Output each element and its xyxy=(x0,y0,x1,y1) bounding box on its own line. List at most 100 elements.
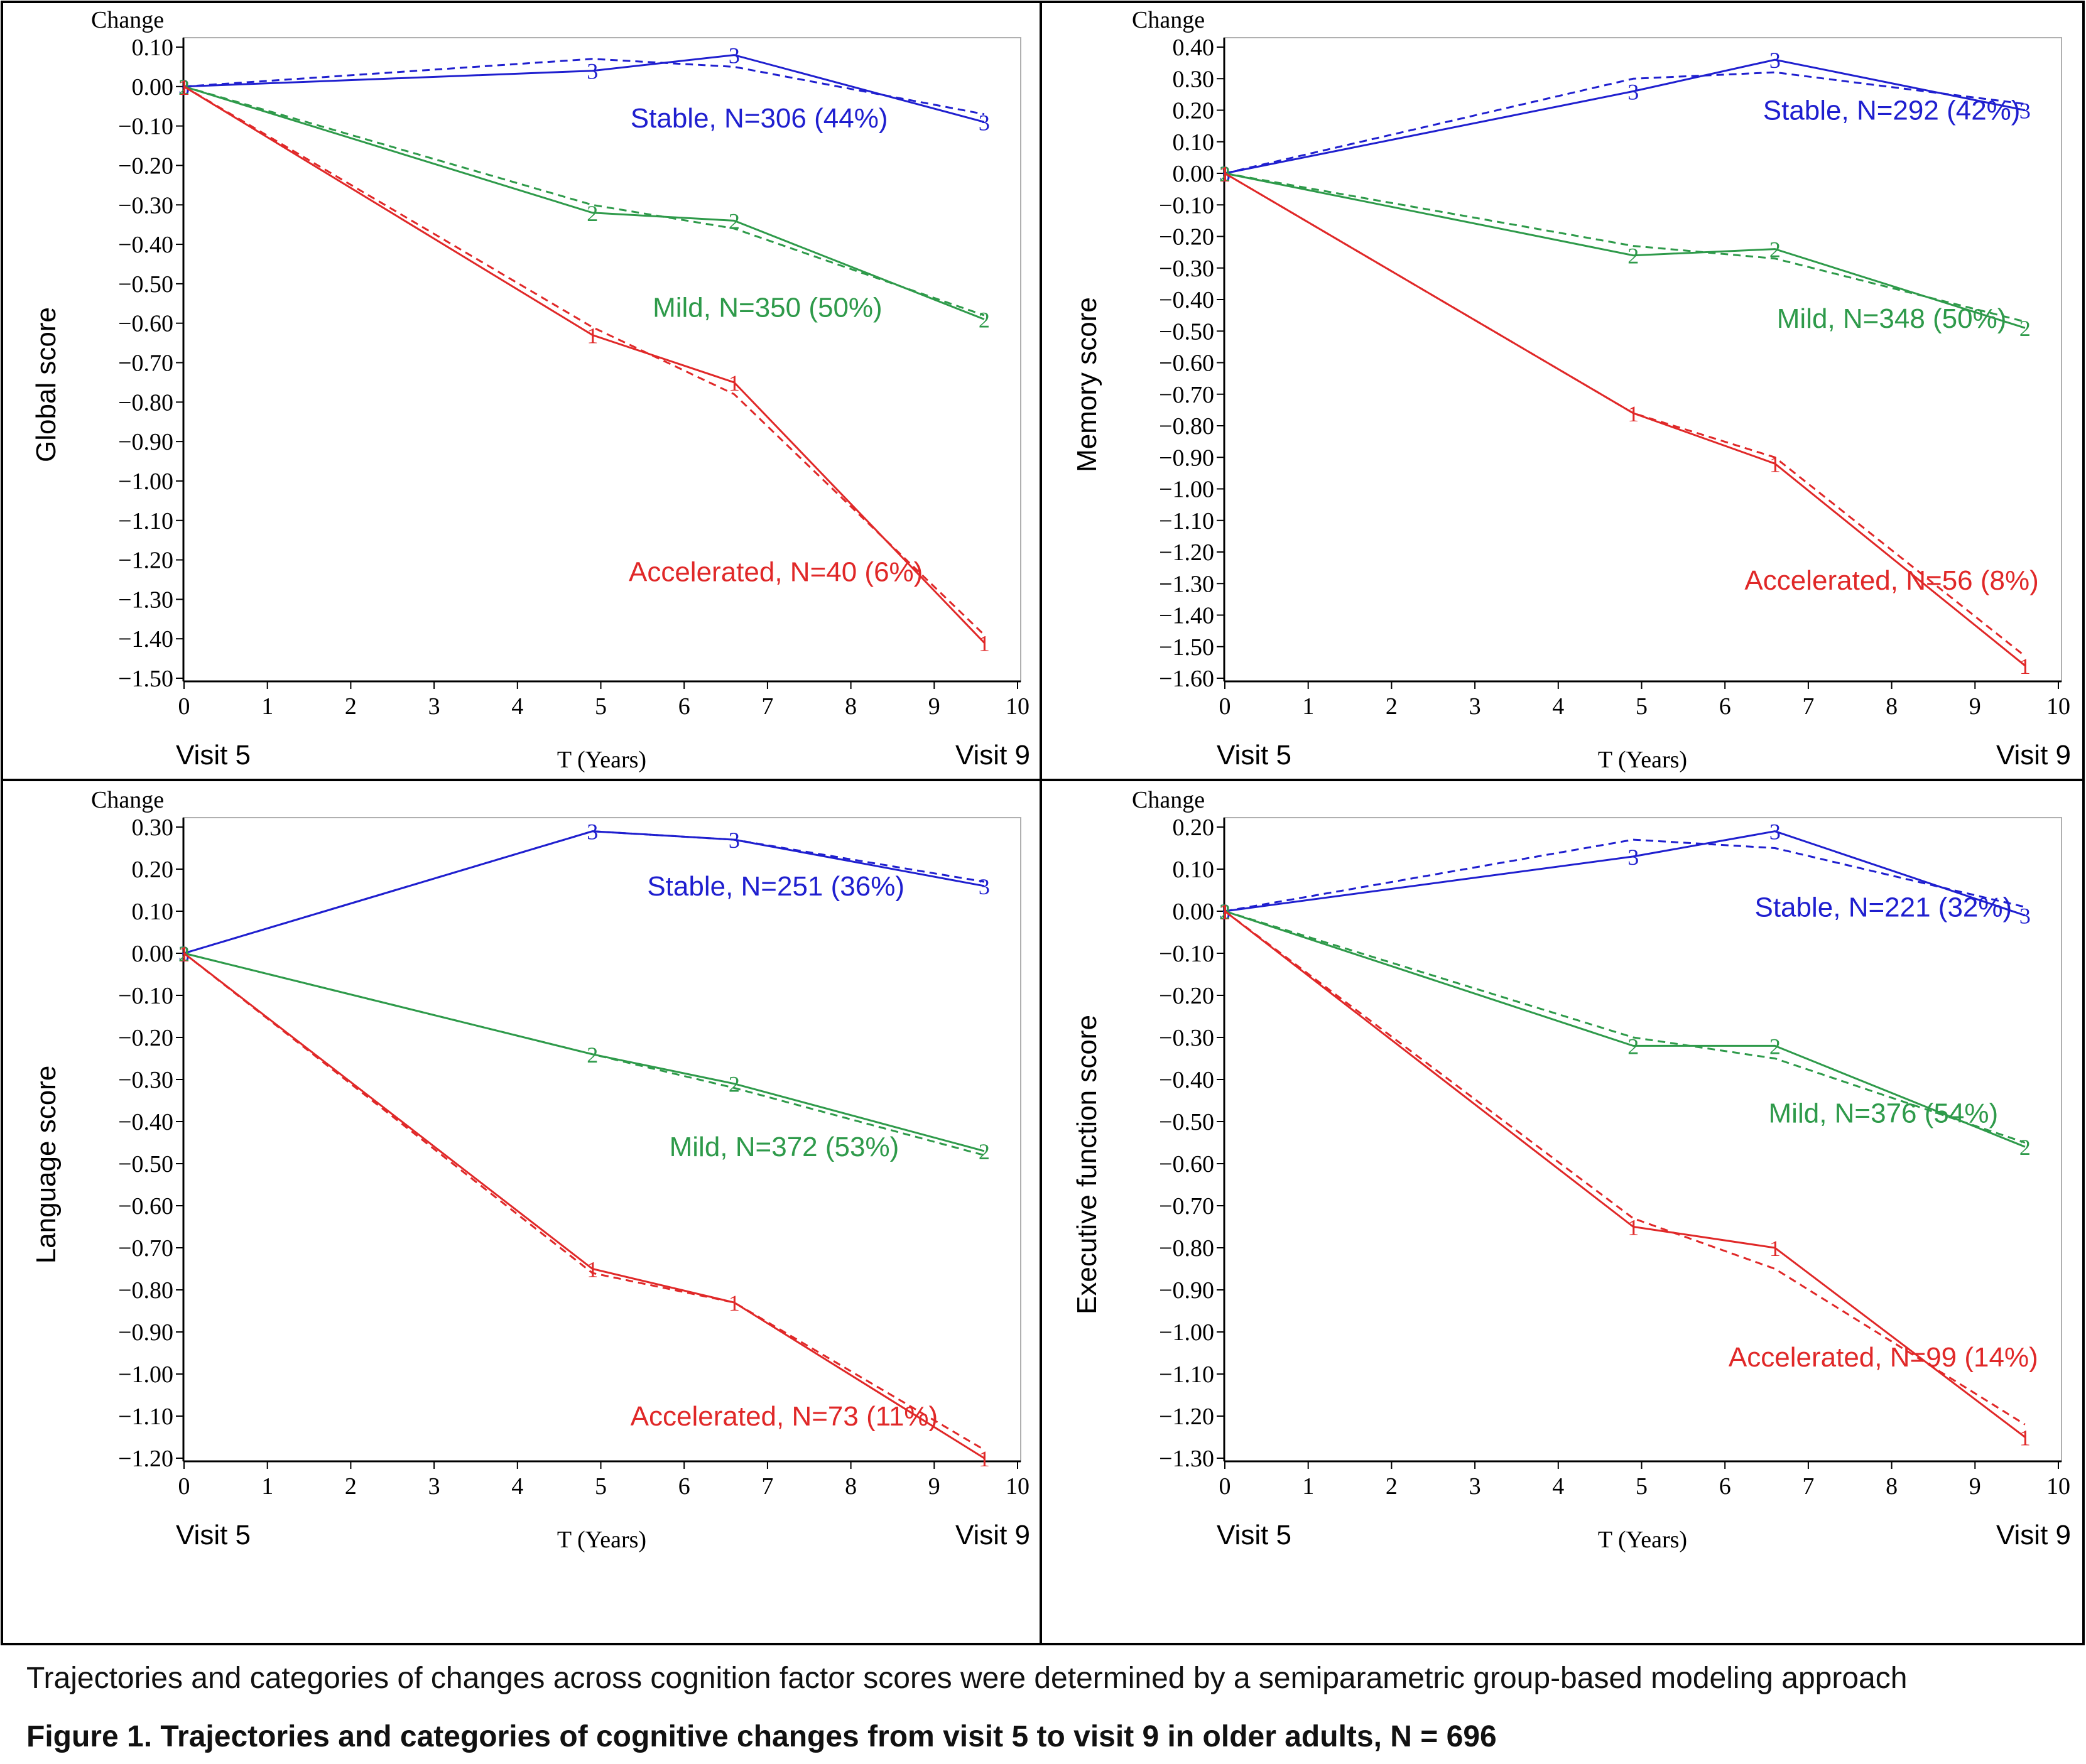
visit-start-label: Visit 5 xyxy=(1217,1520,1291,1550)
y-tick-label: −1.00 xyxy=(118,468,173,495)
series-accelerated: 1 1 1 1 Accelerated, N=40 (6%) xyxy=(178,75,990,656)
x-tick-label: 4 xyxy=(1552,1473,1564,1500)
accelerated-predicted-line xyxy=(1224,910,2026,1426)
x-tick-label: 9 xyxy=(1969,693,1981,720)
x-tick-label: 3 xyxy=(428,693,440,720)
mild-series-label: Mild, N=372 (53%) xyxy=(670,1132,899,1162)
x-tick-label: 3 xyxy=(1469,1473,1481,1500)
x-tick-label: 10 xyxy=(1006,1473,1029,1500)
x-tick-label: 2 xyxy=(345,1473,357,1500)
accelerated-point-marker: 1 xyxy=(2019,654,2031,679)
x-tick-label: 6 xyxy=(1719,1473,1731,1500)
y-tick-label: 0.10 xyxy=(132,899,174,925)
y-tick-label: −1.50 xyxy=(1159,634,1214,661)
mild-point-marker: 2 xyxy=(1627,1034,1639,1059)
x-tick-label: 4 xyxy=(1552,693,1564,720)
y-tick-label: −0.20 xyxy=(118,1025,173,1051)
panel-bottom-left: 0.30 0.20 0.10 0.00 −0.10 −0.20 −0.30 −0.40 −0.5… xyxy=(31,787,1030,1553)
y-tick-label: −1.50 xyxy=(118,666,173,692)
y-tick-label: −0.80 xyxy=(1159,1235,1214,1262)
mild-point-marker: 2 xyxy=(729,208,740,234)
x-tick-label: 6 xyxy=(1719,693,1731,720)
y-tick-label: −1.10 xyxy=(1159,1361,1214,1388)
accelerated-point-marker: 1 xyxy=(729,371,740,396)
y-tick-label: 0.00 xyxy=(1173,161,1215,187)
stable-predicted-line xyxy=(183,830,985,955)
y-tick-label: −1.60 xyxy=(1159,666,1214,692)
y-tick-label: −0.60 xyxy=(118,1193,173,1220)
y-tick-label: −0.30 xyxy=(118,192,173,219)
y-tick-label: −0.10 xyxy=(1159,941,1214,967)
y-tick-label: −0.40 xyxy=(1159,287,1214,313)
mild-predicted-line xyxy=(183,85,985,317)
stable-predicted-line xyxy=(1224,838,2026,912)
x-tick-label: 0 xyxy=(1219,693,1231,720)
y-axis-label: Executive function score xyxy=(1072,1015,1102,1314)
x-tick-label: 7 xyxy=(761,693,773,720)
x-axis-label: T (Years) xyxy=(557,747,646,773)
mild-point-marker: 2 xyxy=(2019,316,2031,341)
x-tick-label: 9 xyxy=(928,693,940,720)
y-tick-label: −0.30 xyxy=(118,1067,173,1093)
visit-start-label: Visit 5 xyxy=(176,740,251,771)
x-tick-label: 2 xyxy=(1386,693,1398,720)
visit-end-label: Visit 9 xyxy=(955,740,1030,771)
accelerated-point-marker: 1 xyxy=(1769,452,1781,477)
mild-series-label: Mild, N=348 (50%) xyxy=(1777,303,2007,334)
x-tick-label: 8 xyxy=(845,1473,857,1500)
y-tick-label: −1.10 xyxy=(118,1404,173,1430)
accelerated-point-marker: 1 xyxy=(979,630,990,656)
y-tick-label: −0.80 xyxy=(118,1277,173,1304)
x-tick-label: 4 xyxy=(511,693,523,720)
panel-top-left: 0.10 0.00 −0.10 −0.20 −0.30 −0.40 −0.50 −0.60 −0… xyxy=(31,7,1030,773)
x-axis-label: T (Years) xyxy=(557,1527,646,1553)
accelerated-observed-line xyxy=(183,85,985,644)
accelerated-series-label: Accelerated, N=40 (6%) xyxy=(629,556,923,587)
y-tick-label: −0.90 xyxy=(118,429,173,455)
accelerated-point-marker: 1 xyxy=(178,941,190,966)
x-tick-label: 5 xyxy=(595,693,607,720)
stable-point-marker: 3 xyxy=(1769,48,1781,73)
y-tick-label: −0.10 xyxy=(1159,192,1214,219)
stable-point-marker: 3 xyxy=(1769,820,1781,845)
accelerated-series-label: Accelerated, N=99 (14%) xyxy=(1729,1342,2038,1373)
y-tick-label: −1.10 xyxy=(1159,508,1214,534)
mild-predicted-line xyxy=(1224,910,2026,1144)
stable-point-marker: 3 xyxy=(1627,79,1639,104)
figure-canvas: 0.10 0.00 −0.10 −0.20 −0.30 −0.40 −0.50 −0.60 −0… xyxy=(1,1,2085,1645)
y-tick-label: −0.30 xyxy=(1159,256,1214,282)
y-tick-label: −0.90 xyxy=(118,1319,173,1346)
y-tick-label: −0.80 xyxy=(1159,413,1214,440)
stable-predicted-line xyxy=(1224,71,2026,175)
x-tick-label: 3 xyxy=(428,1473,440,1500)
stable-series-label: Stable, N=292 (42%) xyxy=(1763,95,2021,126)
x-tick-label: 1 xyxy=(261,693,273,720)
y-tick-label: −0.80 xyxy=(118,389,173,416)
x-axis-label: T (Years) xyxy=(1598,747,1687,773)
x-tick-label: 1 xyxy=(261,1473,273,1500)
y-tick-label: −0.20 xyxy=(1159,224,1214,251)
stable-point-marker: 3 xyxy=(2019,99,2031,124)
stable-series-label: Stable, N=221 (32%) xyxy=(1754,892,2012,923)
x-tick-label: 5 xyxy=(1636,693,1648,720)
mild-point-marker: 2 xyxy=(587,201,598,226)
y-tick-label: −0.90 xyxy=(1159,1277,1214,1304)
y-tick-label: 0.10 xyxy=(132,35,174,61)
stable-series-label: Stable, N=251 (36%) xyxy=(647,871,904,902)
x-tick-label: 1 xyxy=(1302,693,1314,720)
visit-start-label: Visit 5 xyxy=(176,1520,251,1550)
y-tick-label: −0.50 xyxy=(1159,1109,1214,1135)
y-tick-label: 0.10 xyxy=(1173,857,1215,883)
accelerated-point-marker: 1 xyxy=(1219,161,1230,187)
y-axis-caption: Change xyxy=(91,787,164,813)
mild-series-label: Mild, N=350 (50%) xyxy=(653,293,883,323)
visit-end-label: Visit 9 xyxy=(1996,740,2071,771)
accelerated-predicted-line xyxy=(183,952,985,1451)
accelerated-series-label: Accelerated, N=56 (8%) xyxy=(1744,565,2038,596)
x-tick-label: 1 xyxy=(1302,1473,1314,1500)
